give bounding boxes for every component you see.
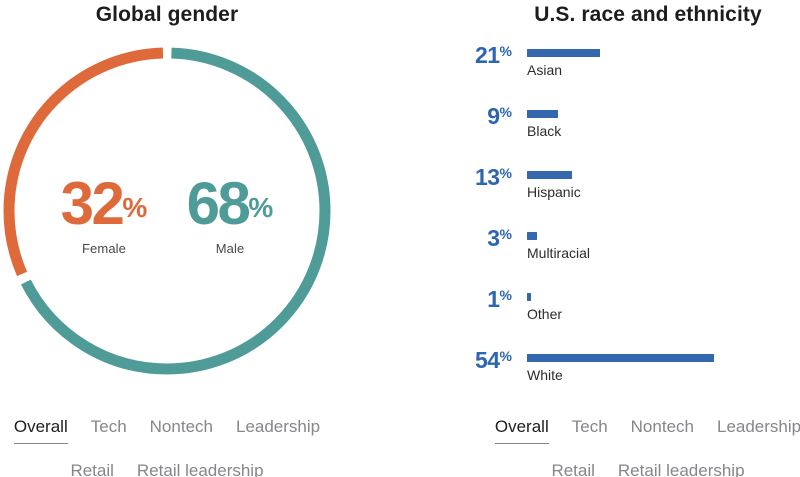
tab-tech-left[interactable]: Tech <box>90 417 127 436</box>
female-stat: 32% Female <box>59 170 149 257</box>
tab-nontech-left[interactable]: Nontech <box>149 417 213 436</box>
percent-sign: % <box>122 192 148 223</box>
percent-sign: % <box>499 287 512 303</box>
gender-chart-tabs: Overall Tech Nontech Leadership Retail Retai… <box>0 417 334 477</box>
male-percent-value: 68% <box>186 170 274 237</box>
gender-donut-rings <box>3 47 331 375</box>
bar-value-hispanic: 13% <box>474 164 512 190</box>
female-label: Female <box>82 241 126 256</box>
tab-row: Retail Retail leadership <box>0 461 334 477</box>
bar-row-asian: 21% Asian <box>440 44 780 105</box>
tab-retail-right[interactable]: Retail <box>551 461 595 477</box>
bar-category-label: Other <box>527 306 563 322</box>
percent-sign: % <box>499 348 512 364</box>
percent-sign: % <box>499 226 512 242</box>
tab-nontech-right[interactable]: Nontech <box>630 417 694 436</box>
donut-segment-male <box>3 47 331 375</box>
male-stat: 68% Male <box>185 170 275 257</box>
bar-category-label: Asian <box>527 62 563 78</box>
bar-value-asian: 21% <box>474 42 512 68</box>
race-chart-tabs: Overall Tech Nontech Leadership Retail Retai… <box>448 417 800 477</box>
bar-other <box>527 293 531 301</box>
tab-row: Overall Tech Nontech Leadership <box>0 417 334 444</box>
tab-leadership-right[interactable]: Leadership <box>716 417 800 436</box>
bar-row-white: 54% White <box>440 349 780 410</box>
percent-sign: % <box>499 165 512 181</box>
gender-donut-center-labels: 32% Female 68% Male <box>0 170 334 257</box>
gender-donut-chart: 32% Female 68% Male <box>0 44 334 378</box>
race-bar-chart: 21% Asian 9% Black 13% Hispanic 3% Multiracial 1… <box>440 44 780 410</box>
percent-sign: % <box>248 192 274 223</box>
bar-white <box>527 354 714 362</box>
tab-retail-left[interactable]: Retail <box>70 461 114 477</box>
bar-value-black: 9% <box>487 103 512 129</box>
bar-value-other: 1% <box>487 286 512 312</box>
bar-row-hispanic: 13% Hispanic <box>440 166 780 227</box>
bar-multiracial <box>527 232 537 240</box>
bar-row-multiracial: 3% Multiracial <box>440 227 780 288</box>
bar-category-label: Hispanic <box>527 184 581 200</box>
bar-value-multiracial: 3% <box>487 225 512 251</box>
tab-leadership-left[interactable]: Leadership <box>235 417 321 436</box>
bar-row-black: 9% Black <box>440 105 780 166</box>
tab-retail-leadership-right[interactable]: Retail leadership <box>617 461 745 477</box>
male-label: Male <box>215 241 245 256</box>
tab-row: Retail Retail leadership <box>448 461 800 477</box>
bar-row-other: 1% Other <box>440 288 780 349</box>
percent-sign: % <box>499 104 512 120</box>
bar-value-white: 54% <box>474 347 512 373</box>
donut-segment-female <box>3 47 331 375</box>
race-chart-title: U.S. race and ethnicity <box>534 3 762 26</box>
bar-black <box>527 110 558 118</box>
female-percent-value: 32% <box>60 170 148 237</box>
bar-category-label: Multiracial <box>527 245 591 261</box>
tab-tech-right[interactable]: Tech <box>571 417 608 436</box>
bar-hispanic <box>527 171 572 179</box>
tab-retail-leadership-left[interactable]: Retail leadership <box>136 461 264 477</box>
percent-sign: % <box>499 43 512 59</box>
bar-category-label: White <box>527 367 563 383</box>
tab-overall-right[interactable]: Overall <box>494 417 549 444</box>
bar-category-label: Black <box>527 123 562 139</box>
bar-asian <box>527 49 600 57</box>
tab-row: Overall Tech Nontech Leadership <box>448 417 800 444</box>
gender-chart-title: Global gender <box>95 3 239 26</box>
tab-overall-left[interactable]: Overall <box>13 417 68 444</box>
